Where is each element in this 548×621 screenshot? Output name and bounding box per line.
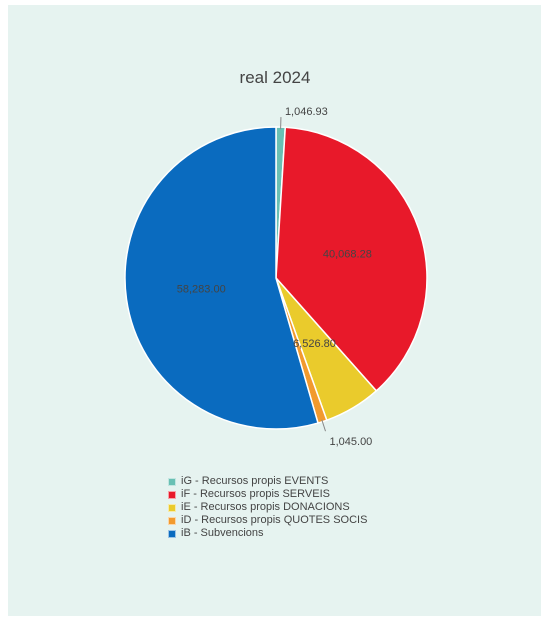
chart-title: real 2024 (240, 68, 311, 87)
legend-item[interactable]: iE - Recursos propis DONACIONS (168, 501, 367, 514)
legend-item[interactable]: iB - Subvencions (168, 527, 367, 540)
legend-swatch (168, 477, 176, 486)
legend-item[interactable]: iD - Recursos propis QUOTES SOCIS (168, 514, 367, 527)
pie-slice-if[interactable] (275, 126, 428, 392)
legend-swatch (168, 503, 176, 512)
legend-label: iB - Subvencions (181, 527, 264, 539)
slice-value-label: 58,283.00 (177, 284, 226, 296)
legend-item[interactable]: iF - Recursos propis SERVEIS (168, 488, 367, 501)
slice-value-label: 6,526.80 (293, 338, 336, 350)
chart-legend: iG - Recursos propis EVENTS iF - Recursos… (168, 475, 367, 540)
legend-item[interactable]: iG - Recursos propis EVENTS (168, 475, 367, 488)
label-leader-line (321, 419, 326, 432)
legend-label: iG - Recursos propis EVENTS (181, 475, 329, 487)
slice-value-label: 40,068.28 (323, 248, 372, 260)
slice-value-label: 1,045.00 (329, 436, 372, 448)
legend-label: iF - Recursos propis SERVEIS (181, 488, 330, 500)
legend-label: iE - Recursos propis DONACIONS (181, 501, 350, 513)
slice-value-label: 1,046.93 (285, 106, 328, 118)
pie-slice-ib[interactable] (124, 126, 319, 430)
legend-swatch (168, 490, 176, 499)
legend-swatch (168, 529, 176, 538)
legend-label: iD - Recursos propis QUOTES SOCIS (181, 514, 368, 526)
legend-swatch (168, 516, 176, 525)
